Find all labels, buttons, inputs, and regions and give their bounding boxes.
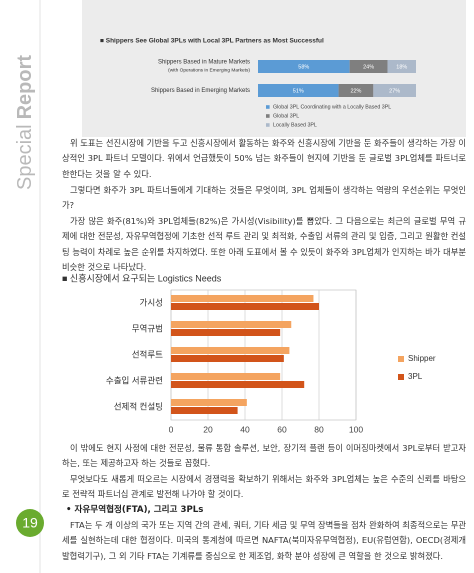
paragraph: 이 밖에도 현지 사정에 대한 전문성, 물류 통합 솔루션, 보안, 장기적 … <box>62 443 466 469</box>
legend-label: Locally Based 3PL <box>273 122 317 128</box>
legend-label: 3PL <box>408 372 423 381</box>
value-label: 24% <box>363 64 374 70</box>
category-label: Shippers Based in Mature Markets <box>158 60 250 66</box>
legend-label: Global 3PL Coordinating with a Locally B… <box>273 104 391 110</box>
x-tick-label: 60 <box>277 424 287 434</box>
bar-segment <box>338 84 374 97</box>
value-label: 51% <box>293 88 304 94</box>
category-label: 무역규범 <box>132 323 163 333</box>
paragraph: 무엇보다도 새롭게 떠오르는 시장에서 경쟁력을 확보하기 위해서는 화주와 3… <box>62 474 466 500</box>
section-heading: • 자유무역협정(FTA), 그리고 3PLs <box>66 505 204 515</box>
bar <box>171 321 292 328</box>
category-label: Shippers Based in Emerging Markets <box>151 88 250 94</box>
bar <box>171 329 281 336</box>
value-label: 27% <box>389 88 400 94</box>
x-tick-label: 40 <box>240 424 250 434</box>
chart-title: ■ Shippers See Global 3PLs with Local 3P… <box>100 38 324 45</box>
paragraph: 위 도표는 선진시장에 기반을 두고 신흥시장에서 활동하는 화주와 신흥시장에… <box>62 138 466 179</box>
category-label: 수출입 서류관련 <box>106 375 163 385</box>
sidebar-title: Special Report <box>14 55 36 190</box>
category-label: 선제적 컨설팅 <box>114 401 163 411</box>
value-label: 58% <box>298 64 309 70</box>
legend-swatch <box>266 123 270 127</box>
chart-title: ■ 신흥시장에서 요구되는 Logistics Needs <box>62 272 222 283</box>
bar-segment <box>258 84 339 97</box>
paragraph: 그렇다면 화주가 3PL 파트너들에게 기대하는 것들은 무엇이며, 3PL 업… <box>62 185 466 211</box>
category-label: (with Operations in Emerging Markets) <box>168 67 250 73</box>
bar-segment <box>373 84 416 97</box>
bar <box>171 355 284 362</box>
page-number-badge <box>16 509 44 537</box>
bar <box>171 303 319 310</box>
legend-swatch <box>266 114 270 118</box>
bar <box>171 373 281 380</box>
bar <box>171 295 314 302</box>
category-label: 선적루트 <box>132 349 163 359</box>
value-label: 22% <box>350 88 361 94</box>
page-number: 19 <box>22 515 38 531</box>
x-tick-label: 20 <box>203 424 213 434</box>
paragraph: 가장 많은 화주(81%)와 3PL업체들(82%)은 가시성(Visibili… <box>62 216 466 272</box>
bar-segment <box>258 60 350 73</box>
bar-segment <box>349 60 388 73</box>
value-label: 18% <box>396 64 407 70</box>
x-tick-label: 0 <box>169 424 174 434</box>
legend-label: Shipper <box>408 354 436 363</box>
paragraph: FTA는 두 개 이상의 국가 또는 지역 간의 관세, 쿼터, 기타 세금 및… <box>62 520 466 561</box>
bar <box>171 381 305 388</box>
x-tick-label: 80 <box>314 424 324 434</box>
x-tick-label: 100 <box>349 424 363 434</box>
legend-swatch <box>398 356 404 362</box>
legend-label: Global 3PL <box>273 113 299 119</box>
category-label: 가시성 <box>140 297 163 307</box>
bar <box>171 347 290 354</box>
legend-swatch <box>398 374 404 380</box>
bar <box>171 399 247 406</box>
sidebar-report: Report <box>14 55 36 120</box>
legend-swatch <box>266 105 270 109</box>
bar <box>171 407 238 414</box>
sidebar-special: Special <box>14 124 36 190</box>
bar-segment <box>387 60 416 73</box>
